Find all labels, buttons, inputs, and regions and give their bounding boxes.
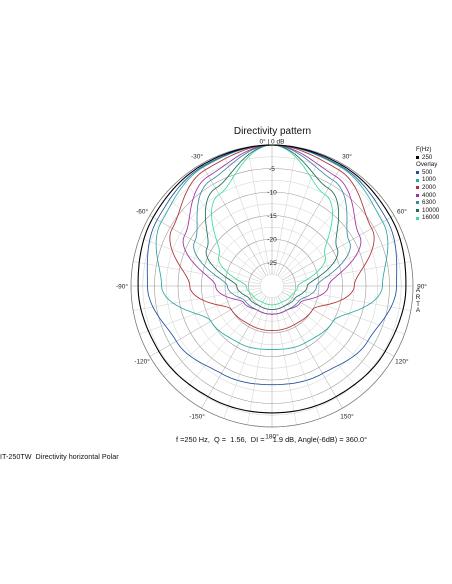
zero-db-label: 0° | 0 dB xyxy=(260,138,285,146)
arta-letter: A xyxy=(415,287,421,294)
grid-spoke xyxy=(201,296,267,409)
legend-main-label: 250 xyxy=(422,153,433,161)
legend-entry: 10000 xyxy=(416,207,439,215)
legend-entry: 16000 xyxy=(416,214,439,222)
grid-spoke xyxy=(163,195,264,279)
legend-swatch xyxy=(416,201,419,205)
grid-spoke xyxy=(275,296,321,419)
legend-label: 4000 xyxy=(422,191,436,199)
legend-entry: 500 xyxy=(416,169,439,177)
grid-spoke xyxy=(273,147,297,275)
angle-label: 90° xyxy=(417,283,427,291)
legend-entry: 1000 xyxy=(416,176,439,184)
angle-label: 120° xyxy=(395,358,409,366)
angle-label: 60° xyxy=(397,208,407,216)
legend-entry: 2000 xyxy=(416,184,439,192)
series-curve-16000 xyxy=(211,144,333,306)
legend-swatch xyxy=(416,193,419,197)
grid-spoke xyxy=(282,237,405,283)
grid-spoke xyxy=(181,294,265,395)
grid-circle xyxy=(260,274,284,298)
grid-spoke xyxy=(283,261,411,285)
grid-spoke xyxy=(181,177,265,278)
angle-label: -150° xyxy=(189,412,205,420)
grid-spoke xyxy=(279,294,363,395)
grid-spoke xyxy=(282,215,395,281)
series-curve-1000 xyxy=(155,144,389,350)
arta-watermark: A R T A xyxy=(414,287,422,315)
legend-main-entry: 250 xyxy=(416,154,439,162)
angle-label: -30° xyxy=(191,153,203,161)
chart-title: Directivity pattern xyxy=(233,126,312,137)
legend-entry: 6300 xyxy=(416,199,439,207)
legend-swatch xyxy=(416,209,419,213)
grid-spoke xyxy=(133,261,261,285)
grid-spoke xyxy=(139,289,262,335)
angle-label: -120° xyxy=(134,358,150,366)
figure-caption: IT-250TW Directivity horizontal Polar xyxy=(0,452,119,461)
grid-spoke xyxy=(279,177,363,278)
radial-tick-label: -20 xyxy=(267,237,277,244)
legend-header: F(Hz) xyxy=(416,146,432,153)
grid-spoke xyxy=(139,237,262,283)
angle-label: 150° xyxy=(340,412,354,420)
grid-spoke xyxy=(277,296,343,409)
legend-entry: 4000 xyxy=(416,192,439,200)
legend-swatch xyxy=(416,171,419,175)
angle-label: 180° xyxy=(265,433,279,441)
series-curve-4000 xyxy=(182,144,362,315)
grid-spoke xyxy=(247,147,271,275)
arta-letter: R xyxy=(415,293,421,301)
radial-tick-label: -25 xyxy=(267,260,277,267)
legend-label: 6300 xyxy=(422,199,436,207)
grid-spoke xyxy=(280,195,381,279)
legend-label: 10000 xyxy=(422,206,440,214)
grid-spoke xyxy=(223,296,269,419)
legend-overlay-header: Overlay xyxy=(416,161,438,169)
angle-label: 30° xyxy=(342,153,352,161)
arta-letter: T xyxy=(416,300,420,308)
grid-spoke xyxy=(282,289,405,335)
grid-spoke xyxy=(280,293,381,377)
grid-spoke xyxy=(247,297,271,425)
legend-label: 2000 xyxy=(422,183,436,191)
series-curve-250 xyxy=(137,144,407,414)
legend-label: 1000 xyxy=(422,176,436,184)
legend-swatch xyxy=(416,178,419,182)
angle-label: -60° xyxy=(136,208,148,216)
grid-spoke xyxy=(149,215,262,281)
chart-legend: F(Hz) 250 Overlay 500 1000 2000 4000 6300 100… xyxy=(416,146,439,222)
arta-letter: A xyxy=(415,307,421,315)
grid-spoke xyxy=(275,153,321,276)
legend-label: 16000 xyxy=(422,214,440,222)
legend-swatch xyxy=(416,155,419,159)
series-curve-10000 xyxy=(204,144,340,310)
grid-spoke xyxy=(163,293,264,377)
legend-swatch xyxy=(416,216,419,220)
grid-spoke xyxy=(273,297,297,425)
directivity-stats: f =250 Hz, Q = 1.56, DI = 1.9 dB, Angle(… xyxy=(176,435,368,444)
radial-tick-label: -15 xyxy=(267,213,277,220)
grid-spoke xyxy=(223,153,269,276)
series-curve-500 xyxy=(146,144,398,386)
angle-label: -90° xyxy=(116,283,128,291)
legend-label: 500 xyxy=(422,168,433,176)
grid-spoke xyxy=(133,287,261,311)
legend-swatch xyxy=(416,186,419,190)
grid-spoke xyxy=(283,287,411,311)
legend-overlay-list: 500 1000 2000 4000 6300 10000 16000 xyxy=(416,169,439,222)
radial-tick-label: -10 xyxy=(267,190,277,197)
radial-tick-label: -5 xyxy=(269,166,275,173)
grid-spoke xyxy=(201,163,267,276)
series-curve-2000 xyxy=(169,144,375,332)
grid-spoke xyxy=(277,163,343,276)
